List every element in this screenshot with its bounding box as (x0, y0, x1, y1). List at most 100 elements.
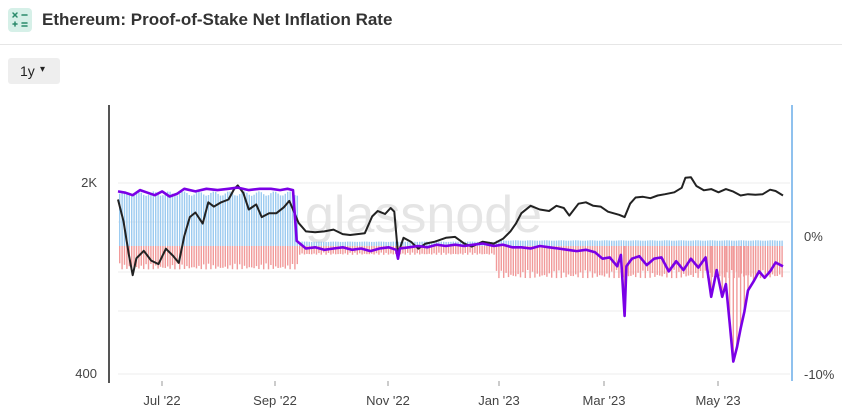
positive-bar (666, 240, 668, 246)
positive-bar (133, 194, 135, 246)
negative-bar (575, 246, 577, 275)
positive-bar (627, 240, 630, 246)
negative-bar (710, 246, 712, 297)
positive-bar (726, 240, 728, 246)
right-axis-tick-label: -10% (804, 367, 835, 382)
positive-bar (234, 195, 236, 246)
positive-bar (673, 240, 675, 246)
negative-bar (469, 246, 471, 253)
negative-bar (503, 246, 505, 278)
negative-bar (383, 246, 385, 255)
negative-bar (404, 246, 406, 255)
positive-bar (414, 241, 416, 246)
positive-bar (131, 195, 133, 246)
positive-bar (383, 241, 385, 246)
positive-bar (291, 193, 294, 246)
negative-bar (311, 246, 313, 255)
positive-bar (529, 240, 531, 246)
negative-bar (539, 246, 541, 277)
positive-bar (714, 240, 716, 246)
positive-bar (548, 240, 550, 246)
positive-bar (222, 195, 224, 246)
positive-bar (229, 191, 231, 246)
positive-bar (327, 241, 330, 246)
positive-bar (707, 240, 709, 246)
negative-bar (255, 246, 258, 267)
positive-bar (735, 240, 738, 246)
positive-bar (534, 240, 536, 246)
negative-bar (455, 246, 457, 255)
negative-bar (608, 246, 610, 278)
positive-bar (366, 241, 368, 246)
negative-bar (234, 246, 236, 264)
positive-bar (390, 241, 392, 246)
positive-bar (344, 241, 346, 246)
negative-bar (750, 246, 752, 277)
negative-bar (666, 246, 668, 278)
positive-bar (579, 240, 582, 246)
negative-bar (215, 246, 217, 269)
negative-bar (457, 246, 459, 255)
negative-bar (344, 246, 346, 254)
positive-bar (572, 240, 574, 246)
chevron-down-icon: ▾ (40, 64, 46, 75)
negative-bar (755, 246, 757, 278)
negative-bar (601, 246, 603, 276)
negative-bar (668, 246, 670, 272)
positive-bar (339, 241, 342, 246)
positive-bar (421, 241, 423, 246)
negative-bar (683, 246, 685, 274)
negative-bar (596, 246, 598, 277)
negative-bar (121, 246, 123, 270)
positive-bar (183, 191, 186, 246)
left-axis-tick-label: 400 (75, 366, 97, 381)
negative-bar (656, 246, 658, 275)
positive-bar (128, 195, 130, 246)
positive-bar (752, 240, 754, 246)
negative-bar (224, 246, 226, 267)
positive-bar (193, 194, 195, 246)
positive-bar (306, 241, 308, 246)
positive-bar (140, 192, 142, 246)
negative-bar (731, 246, 733, 271)
negative-bar (507, 246, 510, 278)
positive-bar (541, 240, 543, 246)
negative-bar (579, 246, 582, 273)
positive-bar (123, 191, 126, 246)
positive-bar (443, 241, 445, 246)
time-range-dropdown[interactable]: 1y ▾ (8, 58, 60, 84)
positive-bar (738, 240, 740, 246)
positive-bar (342, 241, 344, 246)
positive-bar (282, 195, 284, 246)
negative-bar (152, 246, 154, 270)
negative-bar (637, 246, 639, 273)
negative-bar (623, 246, 625, 278)
positive-bar (524, 240, 526, 246)
negative-bar (210, 246, 212, 270)
negative-bar (191, 246, 193, 268)
positive-bar (263, 194, 265, 246)
negative-bar (407, 246, 409, 253)
negative-bar (548, 246, 550, 274)
positive-bar (135, 192, 138, 246)
negative-bar (767, 246, 769, 273)
negative-bar (697, 246, 699, 278)
negative-bar (591, 246, 594, 278)
positive-bar (315, 241, 318, 246)
positive-bar (387, 241, 390, 246)
negative-bar (531, 246, 534, 272)
negative-bar (464, 246, 466, 253)
x-axis-tick-label: Nov '22 (366, 393, 410, 408)
positive-bar (212, 191, 214, 246)
negative-bar (164, 246, 166, 268)
negative-bar (303, 246, 306, 255)
positive-bar (303, 241, 306, 246)
positive-bar (349, 241, 351, 246)
negative-bar (315, 246, 318, 255)
negative-bar (747, 246, 749, 291)
positive-bar (251, 195, 253, 246)
positive-bar (671, 240, 673, 246)
positive-bar (155, 192, 157, 246)
time-range-label: 1y (20, 63, 35, 79)
negative-bar (263, 246, 265, 270)
